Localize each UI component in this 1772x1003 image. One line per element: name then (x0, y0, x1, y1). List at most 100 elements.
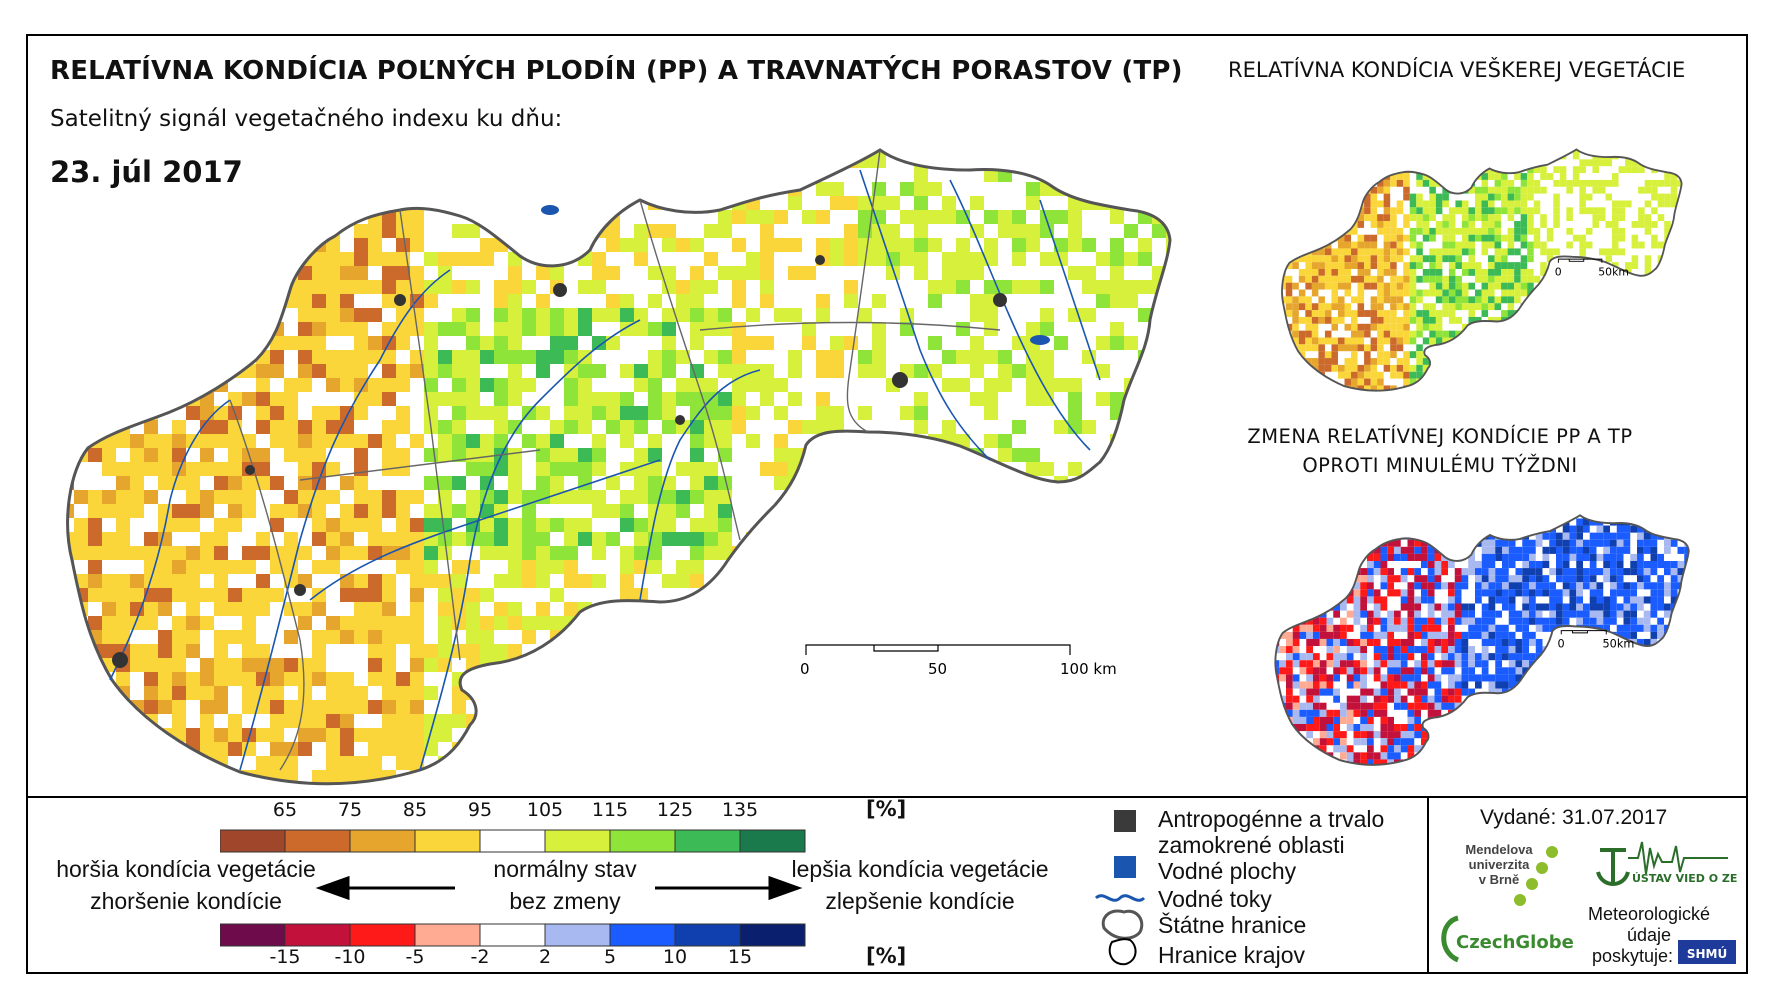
condition-cell (592, 182, 606, 196)
condition-cell (116, 700, 130, 714)
vegetation-cell (1585, 207, 1593, 215)
condition-cell (830, 546, 844, 560)
condition-cell (690, 196, 704, 210)
condition-cell (592, 364, 606, 378)
vegetation-cell (1357, 289, 1365, 297)
condition-cell (1152, 602, 1166, 616)
condition-cell (452, 378, 466, 392)
condition-cell (382, 182, 396, 196)
vegetation-cell (1298, 275, 1306, 283)
vegetation-cell (1651, 179, 1658, 187)
condition-cell (690, 364, 704, 378)
condition-cell (494, 322, 508, 336)
condition-cell (928, 518, 942, 532)
change-cell (1333, 638, 1340, 647)
vegetation-cell (1488, 200, 1495, 208)
condition-cell (256, 238, 270, 252)
condition-cell (424, 728, 438, 742)
condition-cell (788, 700, 802, 714)
condition-cell (648, 294, 662, 308)
condition-cell (74, 518, 88, 532)
vegetation-cell (1501, 323, 1508, 331)
vegetation-cell (1651, 193, 1658, 201)
change-cell (1603, 575, 1610, 583)
condition-cell (774, 560, 788, 574)
condition-cell (102, 602, 116, 616)
vegetation-cell (1364, 385, 1371, 391)
vegetation-cell (1664, 364, 1671, 372)
vegetation-cell (1298, 337, 1306, 345)
vegetation-cell (1390, 364, 1397, 372)
condition-cell (74, 770, 88, 784)
condition-cell (424, 182, 438, 196)
change-cell (1319, 560, 1327, 569)
condition-cell (396, 150, 410, 154)
change-cell (1360, 575, 1367, 583)
condition-cell (620, 364, 634, 378)
vegetation-cell (1507, 248, 1515, 256)
condition-cell (158, 168, 172, 182)
change-cell (1454, 575, 1462, 583)
condition-cell (158, 546, 172, 560)
vegetation-cell (1285, 351, 1293, 359)
condition-cell (1152, 770, 1166, 784)
condition-cell (1026, 630, 1040, 644)
change-cell (1326, 617, 1334, 625)
condition-cell (508, 546, 522, 560)
condition-cell (438, 476, 452, 490)
vegetation-cell (1664, 371, 1671, 379)
condition-cell (326, 364, 340, 378)
condition-cell (396, 154, 410, 168)
condition-cell (410, 588, 424, 602)
condition-cell (522, 630, 536, 644)
condition-cell (466, 150, 480, 154)
vegetation-cell (1383, 214, 1391, 222)
vegetation-cell (1592, 303, 1599, 311)
condition-cell (1138, 434, 1152, 448)
vegetation-cell (1409, 255, 1417, 263)
vegetation-cell (1305, 152, 1312, 160)
vegetation-cell (1344, 282, 1352, 290)
vegetation-cell (1377, 296, 1384, 304)
condition-cell (746, 686, 760, 700)
condition-cell (424, 378, 438, 392)
condition-cell (340, 196, 354, 210)
condition-cell (256, 266, 270, 280)
vegetation-cell (1638, 241, 1645, 249)
change-cell (1367, 631, 1374, 639)
condition-cell (578, 420, 592, 434)
condition-cell (1040, 518, 1054, 532)
vegetation-cell (1572, 173, 1580, 180)
vegetation-cell (1501, 351, 1508, 359)
change-cell (1535, 560, 1543, 569)
condition-cell (214, 546, 228, 560)
condition-cell (144, 364, 158, 378)
change-cell (1286, 525, 1293, 533)
condition-cell (718, 756, 732, 770)
vegetation-cell (1638, 358, 1645, 365)
condition-cell (662, 238, 676, 252)
change-cell (1306, 575, 1313, 583)
condition-cell (200, 434, 214, 448)
condition-cell (494, 518, 508, 532)
condition-cell (368, 224, 382, 238)
condition-cell (984, 378, 998, 392)
condition-cell (382, 630, 396, 644)
condition-cell (494, 700, 508, 714)
condition-cell (368, 490, 382, 504)
change-cell (1562, 546, 1570, 554)
condition-cell (1068, 756, 1082, 770)
vegetation-cell (1488, 303, 1495, 311)
condition-cell (74, 308, 88, 322)
condition-cell (298, 322, 312, 336)
condition-cell (984, 168, 998, 182)
vegetation-cell (1507, 303, 1515, 311)
condition-cell (1152, 420, 1166, 434)
condition-cell (410, 532, 424, 546)
condition-cell (648, 518, 662, 532)
condition-cell (844, 336, 858, 350)
condition-cell (578, 150, 592, 154)
condition-cell (368, 574, 382, 588)
condition-cell (928, 280, 942, 294)
condition-cell (942, 252, 956, 266)
